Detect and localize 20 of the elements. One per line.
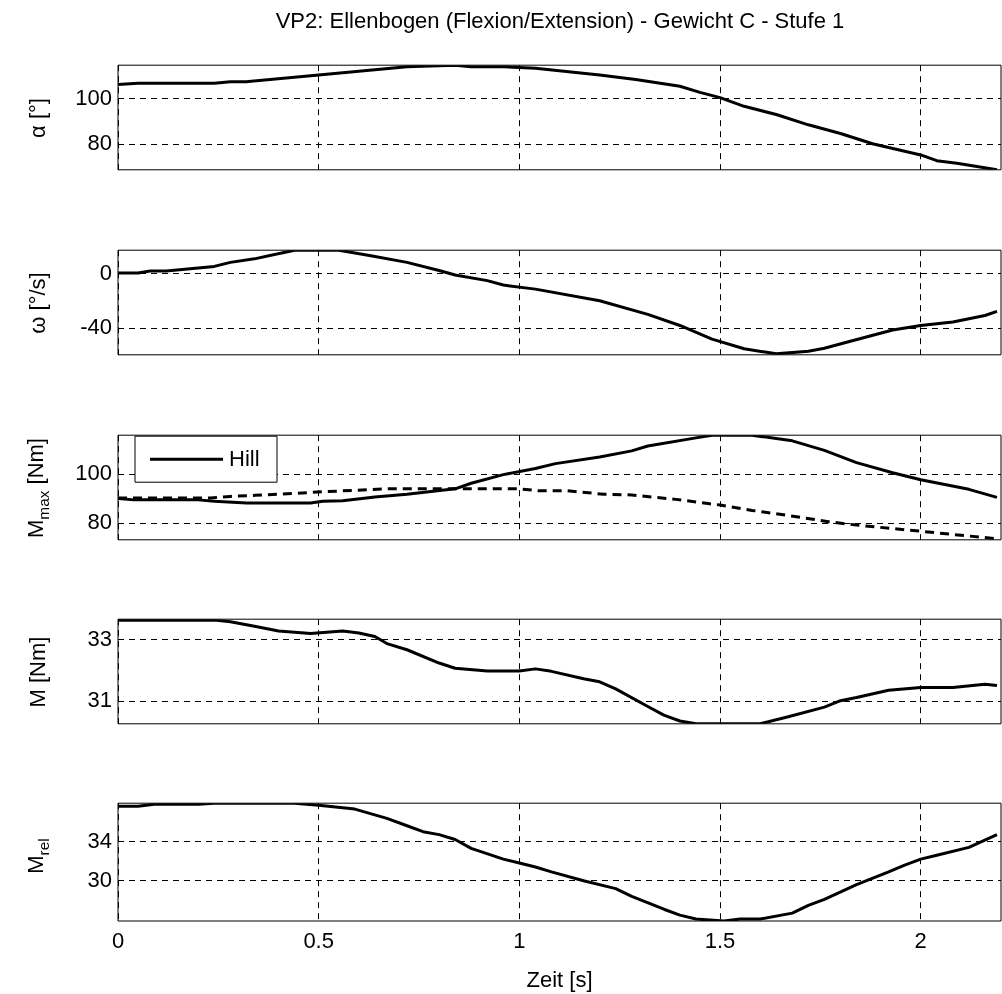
y-axis-title: ω [°/s]: [25, 271, 51, 334]
chart-title: VP2: Ellenbogen (Flexion/Extension) - Gewicht C - Stufe 1: [274, 8, 846, 34]
y-tick-label: 0: [99, 260, 112, 286]
x-tick-label: 2: [914, 928, 927, 954]
y-tick-label: 100: [75, 84, 112, 110]
y-tick-label: 30: [87, 866, 112, 892]
y-tick-label: 34: [87, 827, 112, 853]
y-tick-label: 31: [87, 687, 112, 713]
y-tick-label: -40: [80, 314, 112, 340]
x-tick-label: 0.5: [303, 928, 334, 954]
x-tick-label: 1.5: [704, 928, 736, 954]
y-tick-label: 80: [87, 130, 112, 156]
x-axis-title: Zeit [s]: [526, 966, 593, 992]
legend-label: Hill: [229, 446, 260, 472]
x-tick-label: 1: [513, 928, 526, 954]
y-tick-label: 80: [87, 509, 112, 535]
y-axis-title: M [Nm]: [25, 636, 51, 707]
y-axis-title: α [°]: [25, 97, 51, 138]
y-tick-label: 33: [87, 625, 112, 651]
y-tick-label: 100: [75, 460, 112, 486]
